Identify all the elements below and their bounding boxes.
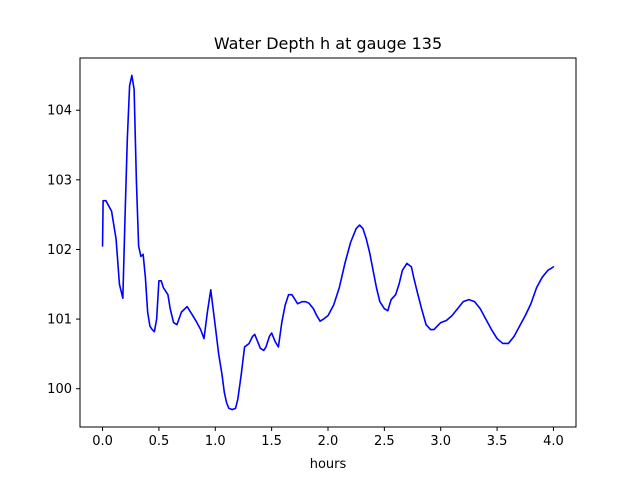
x-tick-label: 2.0 <box>318 434 339 449</box>
series-line-0 <box>101 74 555 411</box>
x-tick-label: 4.0 <box>543 434 564 449</box>
y-tick-label: 100 <box>47 382 72 397</box>
y-tick-label: 102 <box>47 243 72 258</box>
x-axis: 0.0 0.5 1.0 1.5 2.0 2.5 3.0 3.5 4.0 <box>92 427 564 449</box>
x-tick-label: 0.5 <box>149 434 170 449</box>
chart-title: Water Depth h at gauge 135 <box>214 34 442 53</box>
x-tick-label: 1.5 <box>261 434 282 449</box>
x-tick-label: 3.5 <box>487 434 508 449</box>
x-tick-label: 3.0 <box>430 434 451 449</box>
y-axis: 100 101 102 103 104 <box>47 104 80 397</box>
plot-area <box>79 57 577 428</box>
y-tick-label: 104 <box>47 104 72 119</box>
x-tick-label: 0.0 <box>92 434 113 449</box>
x-tick-label: 1.0 <box>205 434 226 449</box>
x-axis-label: hours <box>310 457 347 472</box>
y-tick-label: 103 <box>47 173 72 188</box>
plot-background <box>80 58 576 427</box>
y-tick-label: 101 <box>47 313 72 328</box>
x-tick-label: 2.5 <box>374 434 395 449</box>
